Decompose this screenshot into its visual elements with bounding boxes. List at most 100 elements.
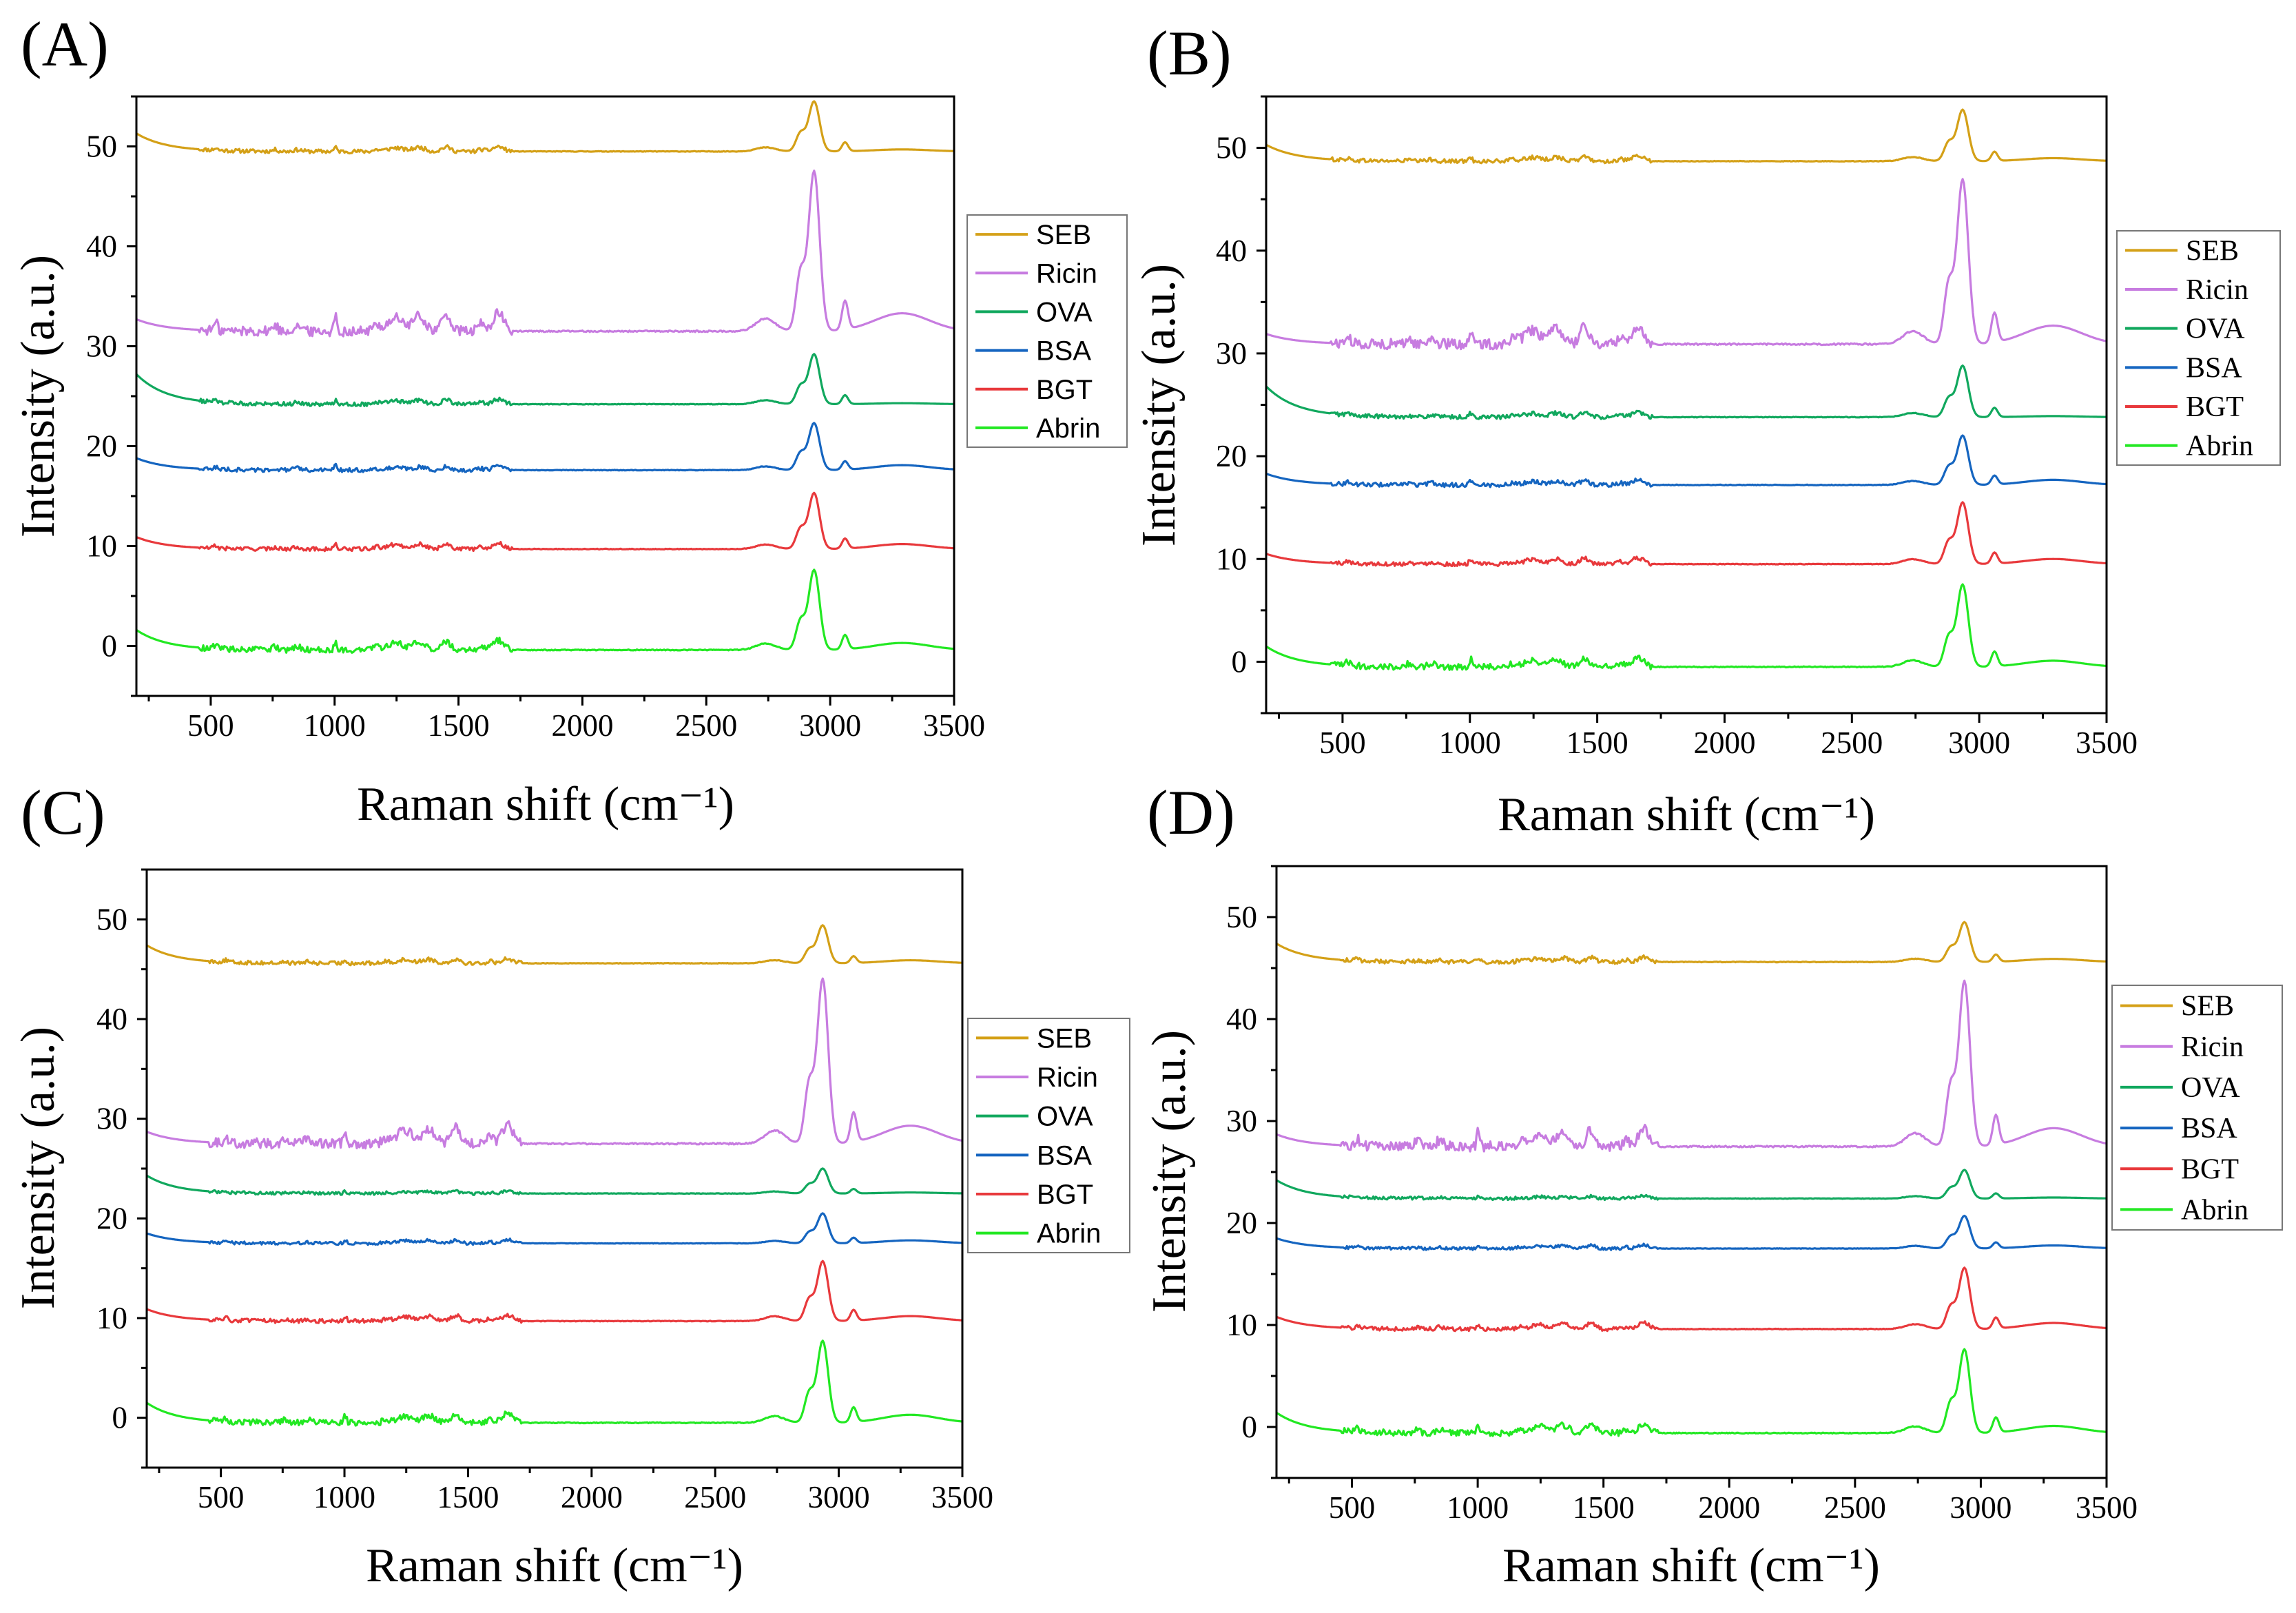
legend-label-ricin: Ricin	[2186, 274, 2248, 306]
x-tick-label: 1000	[304, 708, 366, 743]
panel-d: (D) 500 1000 1500 2000 2500 3000 3500 0 10 20 30 40 5…	[1143, 777, 2283, 1592]
y-axis-title: Intensity (a.u.)	[1143, 1030, 1196, 1313]
series-line-bsa	[136, 422, 954, 473]
series-line-seb	[147, 924, 962, 967]
x-tick-label: 500	[187, 708, 234, 743]
legend-box	[967, 1018, 1130, 1253]
legend-label-ova: OVA	[1036, 297, 1093, 327]
panel-a: (A) 500 1000 1500 2000 2500 3000 3500 0 10 20 30 40 5…	[12, 9, 1128, 831]
x-tick-label: 1500	[1566, 726, 1628, 760]
y-tick-label: 20	[96, 1201, 127, 1235]
y-tick-label: 40	[1226, 1002, 1257, 1036]
x-tick-label: 2500	[684, 1480, 746, 1514]
series-line-ricin	[1276, 979, 2107, 1153]
y-tick-label: 50	[86, 130, 117, 164]
x-tick-label: 2000	[551, 708, 613, 743]
legend-label-bsa: BSA	[2181, 1113, 2237, 1144]
panel-label: (D)	[1147, 777, 1235, 847]
x-tick-label: 3000	[808, 1480, 870, 1514]
series-line-bsa	[147, 1212, 962, 1246]
series-line-ricin	[136, 169, 954, 338]
series-lines	[147, 924, 962, 1427]
y-tick-label: 40	[1216, 234, 1247, 268]
x-tick-label: 3500	[2076, 1490, 2138, 1525]
legend-label-abrin: Abrin	[1036, 413, 1100, 444]
series-line-abrin	[136, 568, 954, 654]
y-tick-label: 10	[1226, 1308, 1257, 1342]
legend-box	[2111, 985, 2283, 1231]
panel-b: (B) 500 1000 1500 2000 2500 3000 3500 0 10 20 30 40 5…	[1133, 18, 2281, 841]
series-line-seb	[1266, 108, 2107, 165]
legend-label-seb: SEB	[1037, 1023, 1092, 1054]
series-line-bsa	[1276, 1214, 2107, 1251]
y-tick-label: 10	[86, 529, 117, 564]
legend-label-bgt: BGT	[1037, 1180, 1093, 1210]
x-tick-label: 500	[1329, 1490, 1376, 1525]
x-tick-label: 500	[198, 1480, 245, 1514]
y-tick-label: 0	[1242, 1410, 1258, 1444]
series-line-abrin	[147, 1339, 962, 1427]
series-line-ova	[1266, 364, 2107, 420]
legend-label-seb: SEB	[2181, 991, 2234, 1023]
series-line-bsa	[1266, 434, 2107, 489]
legend: SEB Ricin OVA BSA BGT Abrin	[967, 1018, 1130, 1253]
x-tick-label: 500	[1319, 726, 1366, 760]
y-tick-label: 30	[1216, 336, 1247, 371]
y-tick-label: 30	[1226, 1104, 1257, 1138]
legend-label-ova: OVA	[2181, 1072, 2240, 1104]
y-tick-label: 50	[1226, 900, 1257, 934]
x-tick-label: 1500	[437, 1480, 499, 1514]
legend: SEB Ricin OVA BSA BGT Abrin	[966, 214, 1128, 448]
series-line-bgt	[136, 491, 954, 553]
panel-label: (B)	[1147, 18, 1232, 88]
legend-label-abrin: Abrin	[2186, 431, 2253, 462]
series-line-bgt	[1266, 501, 2107, 568]
y-tick-label: 40	[96, 1002, 127, 1036]
x-axis-title: Raman shift (cm⁻¹)	[1498, 788, 1875, 841]
y-tick-label: 50	[1216, 131, 1247, 165]
x-tick-label: 3000	[1948, 726, 2010, 760]
series-lines	[136, 100, 954, 654]
x-axis-title: Raman shift (cm⁻¹)	[366, 1539, 743, 1592]
x-axis-title: Raman shift (cm⁻¹)	[357, 778, 734, 831]
series-line-seb	[1276, 921, 2107, 965]
legend-label-bgt: BGT	[2186, 391, 2244, 423]
y-tick-label: 0	[112, 1401, 128, 1435]
series-line-ricin	[147, 977, 962, 1150]
legend-label-ricin: Ricin	[1037, 1062, 1098, 1093]
legend-box	[966, 214, 1128, 448]
x-tick-label: 2500	[1821, 726, 1883, 760]
legend-box	[2116, 230, 2281, 466]
panel-label: (A)	[21, 9, 109, 79]
series-line-ricin	[1266, 178, 2107, 351]
x-axis-title: Raman shift (cm⁻¹)	[1502, 1539, 1880, 1592]
series-line-bgt	[147, 1260, 962, 1324]
x-tick-label: 2000	[561, 1480, 623, 1514]
x-tick-label: 1500	[1573, 1490, 1635, 1525]
y-tick-label: 0	[1232, 644, 1248, 679]
legend-label-seb: SEB	[1036, 220, 1091, 250]
series-lines	[1266, 108, 2107, 671]
plot-frame	[1265, 95, 2108, 715]
plot-frame	[135, 95, 955, 697]
y-axis-title: Intensity (a.u.)	[1133, 264, 1186, 546]
legend-label-bsa: BSA	[2186, 352, 2242, 384]
y-axis-title: Intensity (a.u.)	[12, 255, 65, 537]
series-line-ova	[1276, 1169, 2107, 1202]
y-tick-label: 20	[86, 429, 117, 464]
y-tick-label: 20	[1216, 439, 1247, 473]
y-axis-title: Intensity (a.u.)	[12, 1027, 65, 1309]
y-tick-label: 20	[1226, 1206, 1257, 1240]
series-line-ova	[136, 353, 954, 407]
x-tick-label: 2000	[1698, 1490, 1760, 1525]
legend: SEB Ricin OVA BSA BGT Abrin	[2116, 230, 2281, 466]
x-tick-label: 3500	[2076, 726, 2138, 760]
series-line-abrin	[1266, 583, 2107, 671]
x-tick-label: 2500	[675, 708, 737, 743]
y-tick-label: 30	[86, 329, 117, 364]
legend-label-ricin: Ricin	[2181, 1031, 2244, 1063]
legend-label-abrin: Abrin	[2181, 1194, 2248, 1226]
x-tick-label: 3500	[931, 1480, 993, 1514]
plot-frame	[145, 868, 964, 1469]
